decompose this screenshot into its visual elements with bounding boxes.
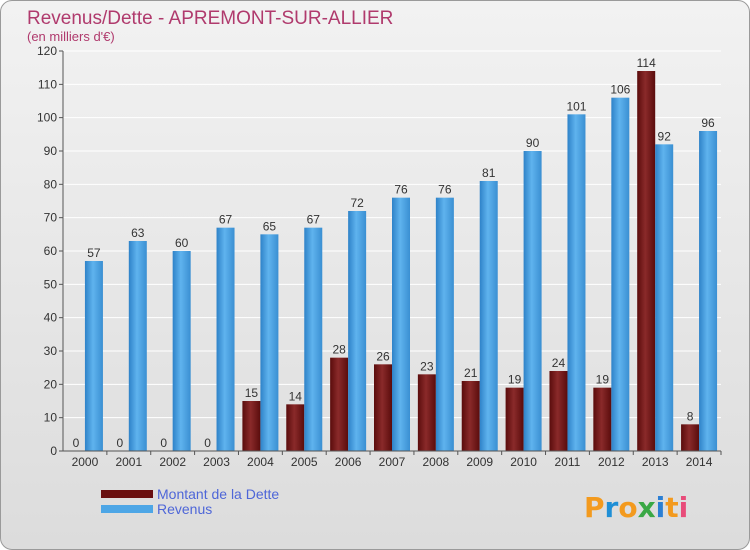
data-label: 106	[610, 83, 630, 97]
bar-revenus	[172, 251, 191, 451]
y-tick-label: 30	[44, 344, 58, 358]
y-tick-label: 100	[37, 111, 57, 125]
x-tick-label: 2013	[642, 455, 669, 469]
x-tick-label: 2001	[115, 455, 142, 469]
data-label: 92	[658, 129, 672, 143]
bar-revenus	[611, 97, 630, 452]
data-label: 90	[526, 136, 540, 150]
bar-dette	[330, 357, 349, 451]
data-label: 67	[219, 213, 233, 227]
data-label: 26	[376, 349, 390, 363]
x-tick-label: 2007	[379, 455, 406, 469]
x-tick-label: 2009	[466, 455, 493, 469]
data-label: 21	[464, 366, 478, 380]
proxiti-logo: Proxiti	[584, 491, 688, 524]
bar-revenus	[699, 131, 718, 451]
legend-swatch-revenus	[101, 505, 153, 513]
bar-revenus	[216, 227, 235, 451]
bar-revenus	[392, 197, 410, 451]
x-tick-label: 2010	[510, 455, 537, 469]
data-label: 76	[394, 183, 408, 197]
bar-revenus	[304, 227, 323, 451]
y-tick-label: 70	[44, 211, 58, 225]
data-label: 28	[332, 343, 346, 357]
y-tick-label: 60	[44, 244, 58, 258]
legend-label-debt: Montant de la Dette	[157, 486, 279, 502]
data-label: 65	[263, 219, 277, 233]
data-label: 23	[420, 359, 434, 373]
data-label: 19	[596, 373, 610, 387]
bar-dette	[505, 387, 524, 451]
x-tick-label: 2006	[335, 455, 362, 469]
bar-dette	[417, 374, 436, 451]
data-label: 101	[566, 99, 586, 113]
data-label: 63	[131, 226, 145, 240]
y-tick-label: 20	[44, 377, 58, 391]
bar-dette	[286, 404, 305, 451]
bar-dette	[549, 371, 568, 451]
data-label: 8	[687, 409, 694, 423]
bar-revenus	[523, 151, 542, 451]
bar-dette	[681, 424, 700, 451]
y-tick-label: 10	[44, 411, 58, 425]
data-label: 19	[508, 373, 522, 387]
y-tick-label: 40	[44, 311, 58, 325]
y-tick-label: 80	[44, 177, 58, 191]
x-tick-label: 2002	[159, 455, 186, 469]
x-tick-label: 2014	[686, 455, 713, 469]
chart-subtitle: (en milliers d'€)	[27, 29, 115, 44]
bar-dette	[374, 364, 392, 451]
legend: Montant de la Dette Revenus	[101, 486, 279, 517]
x-tick-label: 2005	[291, 455, 318, 469]
bar-dette	[461, 381, 480, 451]
data-label: 0	[116, 436, 123, 450]
data-label: 24	[552, 356, 566, 370]
data-label: 96	[701, 116, 715, 130]
x-tick-label: 2000	[72, 455, 99, 469]
legend-swatch-debt	[101, 490, 153, 498]
data-label: 57	[87, 246, 101, 260]
data-label: 15	[245, 386, 259, 400]
data-label: 81	[482, 166, 496, 180]
data-label: 114	[637, 56, 656, 70]
x-tick-label: 2012	[598, 455, 625, 469]
bar-revenus	[479, 181, 498, 451]
data-label: 72	[350, 196, 364, 210]
data-label: 60	[175, 236, 189, 250]
bar-revenus	[435, 197, 454, 451]
legend-label-revenus: Revenus	[157, 501, 212, 517]
y-tick-label: 50	[44, 277, 58, 291]
bar-revenus	[84, 261, 103, 451]
x-tick-label: 2011	[555, 455, 581, 469]
data-label: 67	[307, 213, 321, 227]
data-label: 0	[204, 436, 211, 450]
bar-dette	[242, 401, 261, 451]
data-label: 0	[73, 436, 80, 450]
bar-dette	[593, 387, 612, 451]
data-label: 76	[438, 183, 452, 197]
data-label: 0	[160, 436, 167, 450]
bar-revenus	[348, 211, 367, 451]
y-tick-label: 120	[37, 44, 57, 58]
bar-revenus	[128, 241, 147, 451]
bar-dette	[637, 71, 656, 451]
x-tick-label: 2008	[423, 455, 450, 469]
bar-revenus	[655, 144, 674, 452]
y-tick-label: 110	[38, 77, 57, 91]
bar-revenus	[260, 234, 279, 451]
y-tick-label: 0	[50, 444, 57, 458]
y-tick-label: 90	[44, 144, 58, 158]
bar-revenus	[567, 114, 586, 451]
data-label: 14	[289, 389, 303, 403]
x-tick-label: 2004	[247, 455, 274, 469]
chart-title: Revenus/Dette - APREMONT-SUR-ALLIER	[27, 8, 393, 29]
x-tick-label: 2003	[203, 455, 230, 469]
